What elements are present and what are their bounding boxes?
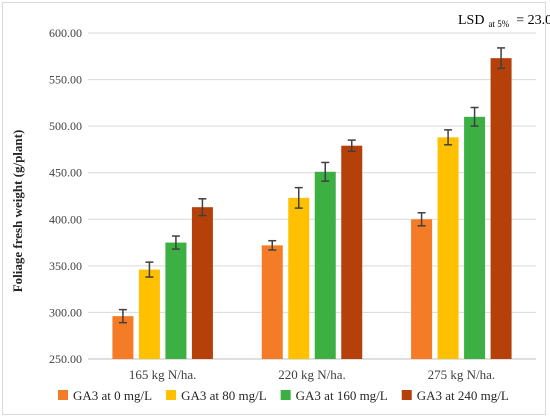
x-category-labels: 165 kg N/ha. 220 kg N/ha. 275 kg N/ha. [129,367,495,382]
y-tick-label: 300.00 [49,305,82,319]
bar [112,316,134,359]
lsd-value: = 23.02 [516,13,550,28]
y-tick-label: 250.00 [49,352,82,366]
legend-label: GA3 at 0 mg/L [73,388,152,403]
bar [165,242,187,359]
legend-swatch [280,390,291,400]
x-category-label: 220 kg N/ha. [278,367,346,382]
y-tick-labels: 250.00 300.00 350.00 400.00 450.00 500.00 550.… [49,26,82,366]
y-tick-label: 600.00 [49,26,82,40]
legend-label: GA3 at 80 mg/L [181,388,267,403]
legend-label: GA3 at 240 mg/L [417,388,509,403]
y-tick-label: 450.00 [49,166,82,180]
legend-swatch [166,390,177,400]
error-bars [118,47,506,324]
lsd-label: LSD [458,13,484,28]
y-axis-label: Foliage fresh weight (g/plant) [10,130,25,293]
bar [464,116,486,359]
bars [112,58,512,360]
lsd-annotation: LSD at 5% = 23.02 [458,11,550,31]
x-category-label: 275 kg N/ha. [428,367,496,382]
y-tick-label: 350.00 [49,259,82,273]
bar [437,137,459,359]
bar [261,245,283,359]
bar [341,145,363,359]
y-tick-label: 550.00 [49,73,82,87]
bar [490,58,512,360]
bar [411,219,433,359]
bar [314,171,336,359]
x-category-label: 165 kg N/ha. [129,367,197,382]
legend: GA3 at 0 mg/L GA3 at 80 mg/L GA3 at 160 mg… [58,388,509,403]
bar [138,269,160,359]
legend-label: GA3 at 160 mg/L [296,388,388,403]
legend-swatch [401,390,412,400]
bar [288,197,310,359]
bar [191,207,213,359]
gridlines [88,32,536,360]
lsd-subscript: at 5% [488,19,509,29]
y-tick-label: 500.00 [49,119,82,133]
legend-swatch [58,390,68,400]
y-tick-label: 400.00 [49,212,82,226]
